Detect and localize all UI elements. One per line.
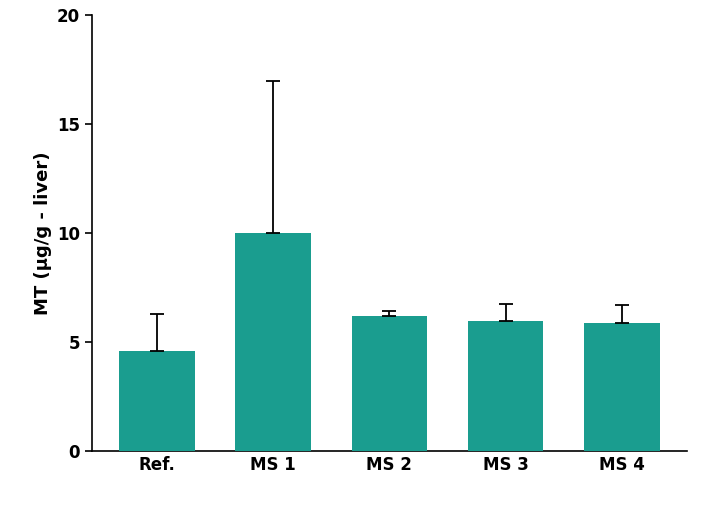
Bar bbox=[468, 321, 544, 451]
Bar bbox=[352, 316, 427, 451]
Bar bbox=[119, 351, 195, 451]
Y-axis label: MT (μg/g - liver): MT (μg/g - liver) bbox=[33, 152, 52, 315]
Bar bbox=[584, 323, 660, 451]
Bar bbox=[235, 233, 311, 451]
